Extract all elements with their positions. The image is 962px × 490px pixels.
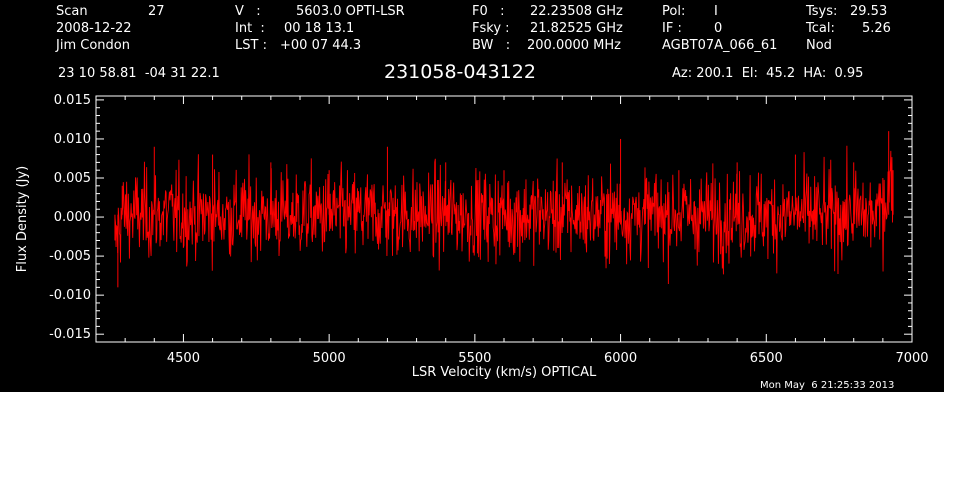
scan-label: Scan — [56, 4, 88, 19]
rest-frequency-value: 22.23508 GHz — [530, 4, 623, 19]
tcal-label: Tcal: — [806, 21, 835, 36]
x-tick-label: 4500 — [167, 351, 200, 366]
x-tick-label: 6000 — [604, 351, 637, 366]
observer-text: Jim Condon — [56, 38, 130, 53]
x-tick-label: 6500 — [750, 351, 783, 366]
velocity-label: V : — [235, 4, 261, 19]
bandwidth-label: BW : — [472, 38, 511, 53]
if-label: IF : — [662, 21, 682, 36]
x-tick-label: 5000 — [313, 351, 346, 366]
lst-value: +00 07 44.3 — [280, 38, 362, 53]
tsys-label: Tsys: — [806, 4, 838, 19]
date-text: 2008-12-22 — [56, 21, 132, 36]
velocity-value: 5603.0 OPTI-LSR — [296, 4, 405, 19]
series-layer — [114, 131, 894, 288]
sky-frequency-label: Fsky : — [472, 21, 510, 36]
y-axis-title: Flux Density (Jy) — [15, 166, 30, 272]
scan-value: 27 — [148, 4, 165, 19]
y-axis: 0.015 0.010 0.005 0.000 -0.005 -0.010 -0.015 — [49, 93, 912, 343]
spectrum-chart: 4500 5000 5500 6000 6500 7000 0.015 0.010 0.005… — [15, 93, 929, 380]
y-tick-label: 0.005 — [54, 171, 91, 186]
if-value: 0 — [714, 21, 723, 36]
polarization-value: I — [714, 4, 718, 19]
x-tick-label: 5500 — [458, 351, 491, 366]
tsys-value: 29.53 — [850, 4, 888, 19]
spectrum-series-line — [114, 145, 894, 284]
bandwidth-value: 200.0000 MHz — [527, 38, 621, 53]
y-tick-label: 0.010 — [54, 132, 91, 147]
timestamp-text: Mon May 6 21:25:33 2013 — [760, 380, 895, 391]
y-tick-label: 0.000 — [54, 210, 91, 225]
source-coordinates: 23 10 58.81 -04 31 22.1 — [58, 66, 220, 81]
chart-title: 231058-043122 — [384, 61, 536, 83]
y-tick-label: -0.005 — [49, 249, 91, 264]
y-tick-label: -0.015 — [49, 327, 91, 342]
y-tick-label: -0.010 — [49, 288, 91, 303]
plot-window: Scan 27 2008-12-22 Jim Condon V : 5603.0… — [0, 0, 944, 392]
procedure-text: Nod — [806, 38, 832, 53]
y-tick-label: 0.015 — [54, 93, 91, 108]
polarization-label: Pol: — [662, 4, 686, 19]
integration-value: 00 18 13.1 — [284, 21, 355, 36]
rest-frequency-label: F0 : — [472, 4, 505, 19]
x-tick-label: 7000 — [895, 351, 928, 366]
lst-label: LST : — [235, 38, 267, 53]
project-id: AGBT07A_066_61 — [662, 38, 778, 53]
integration-label: Int : — [235, 21, 265, 36]
az-el-ha-readout: Az: 200.1 El: 45.2 HA: 0.95 — [672, 66, 864, 81]
x-axis-title: LSR Velocity (km/s) OPTICAL — [412, 365, 597, 380]
sky-frequency-value: 21.82525 GHz — [530, 21, 623, 36]
tcal-value: 5.26 — [862, 21, 891, 36]
x-axis: 4500 5000 5500 6000 6500 7000 — [124, 96, 929, 366]
